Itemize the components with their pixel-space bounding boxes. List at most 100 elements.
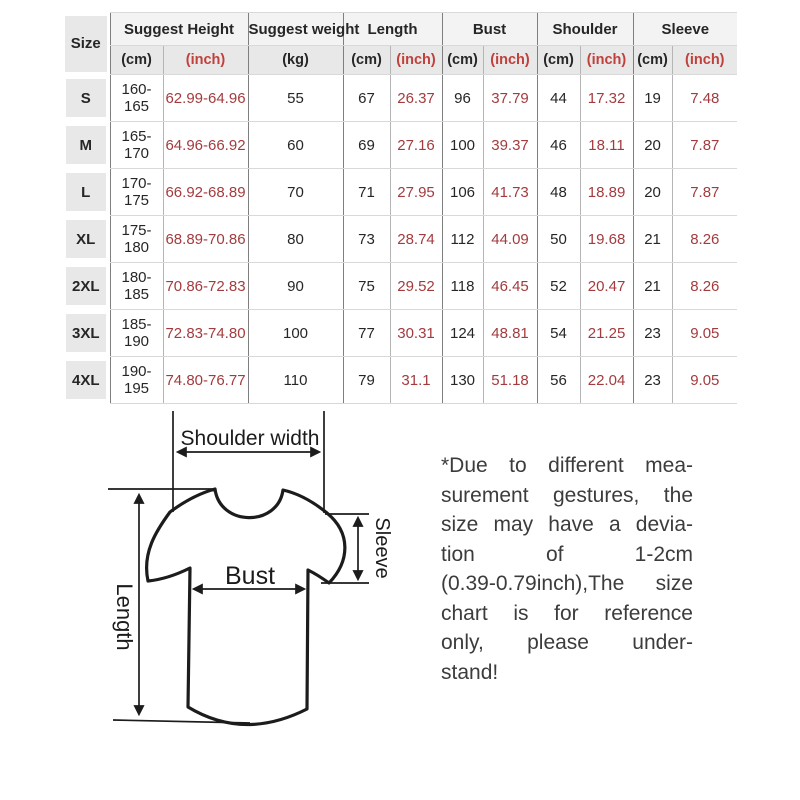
col-header-shoulder: Shoulder bbox=[536, 12, 634, 46]
cell-shoulder-inch: 17.32 bbox=[579, 74, 634, 122]
cell-sleeve-inch: 7.48 bbox=[671, 74, 738, 122]
cell-length-cm: 73 bbox=[342, 215, 391, 263]
cell-weight-kg: 55 bbox=[247, 74, 344, 122]
cell-shoulder-cm: 50 bbox=[536, 215, 581, 263]
bust-label: Bust bbox=[225, 562, 275, 590]
size-chip: 3XL bbox=[66, 314, 106, 352]
measurement-note-line: tion of 1-2cm bbox=[441, 542, 693, 566]
cell-sleeve-cm: 21 bbox=[632, 262, 673, 310]
tshirt-measurement-diagram: Shoulder width Length Bust Sleeve bbox=[108, 411, 393, 727]
cell-height-cm: 180-185 bbox=[109, 262, 163, 310]
cell-size: 2XL bbox=[62, 262, 110, 310]
unit-header-length-inch: (inch) bbox=[389, 45, 443, 75]
cell-sleeve-inch: 8.26 bbox=[671, 262, 738, 310]
cell-bust-cm: 124 bbox=[441, 309, 484, 357]
cell-height-inch: 72.83-74.80 bbox=[162, 309, 249, 357]
cell-shoulder-inch: 19.68 bbox=[579, 215, 634, 263]
size-chip: 2XL bbox=[66, 267, 106, 305]
cell-bust-cm: 106 bbox=[441, 168, 484, 216]
col-header-suggest-weight: Suggest weight bbox=[247, 12, 359, 46]
cell-length-inch: 27.16 bbox=[389, 121, 443, 169]
measurement-note-line: stand! bbox=[441, 660, 499, 684]
cell-height-inch: 62.99-64.96 bbox=[162, 74, 249, 122]
cell-shoulder-inch: 22.04 bbox=[579, 356, 634, 404]
cell-height-inch: 68.89-70.86 bbox=[162, 215, 249, 263]
length-label: Length bbox=[112, 583, 137, 650]
cell-length-inch: 28.74 bbox=[389, 215, 443, 263]
cell-sleeve-cm: 20 bbox=[632, 168, 673, 216]
cell-weight-kg: 60 bbox=[247, 121, 344, 169]
unit-header-suggest-weight-kg: (kg) bbox=[247, 45, 344, 75]
cell-height-cm: 165-170 bbox=[109, 121, 163, 169]
length-bottom-guide-line bbox=[112, 719, 251, 724]
cell-size: 3XL bbox=[62, 309, 110, 357]
cell-height-inch: 66.92-68.89 bbox=[162, 168, 249, 216]
cell-weight-kg: 80 bbox=[247, 215, 344, 263]
cell-size: S bbox=[62, 74, 110, 122]
cell-bust-inch: 48.81 bbox=[482, 309, 538, 357]
cell-height-cm: 190-195 bbox=[109, 356, 163, 404]
cell-size: 4XL bbox=[62, 356, 110, 404]
cell-height-cm: 170-175 bbox=[109, 168, 163, 216]
measurement-note-line: surement gestures, the bbox=[441, 483, 693, 507]
cell-height-inch: 70.86-72.83 bbox=[162, 262, 249, 310]
cell-shoulder-cm: 56 bbox=[536, 356, 581, 404]
cell-shoulder-cm: 52 bbox=[536, 262, 581, 310]
cell-sleeve-cm: 20 bbox=[632, 121, 673, 169]
measurement-note-line: (0.39-0.79inch),The size bbox=[441, 572, 693, 595]
unit-header-shoulder-inch: (inch) bbox=[579, 45, 634, 75]
unit-header-sleeve-inch: (inch) bbox=[671, 45, 738, 75]
cell-size: XL bbox=[62, 215, 110, 263]
cell-bust-cm: 96 bbox=[441, 74, 484, 122]
cell-shoulder-cm: 54 bbox=[536, 309, 581, 357]
tshirt-outline bbox=[145, 487, 347, 727]
measurement-note-line: chart is for reference bbox=[441, 601, 693, 625]
cell-length-cm: 77 bbox=[342, 309, 391, 357]
cell-sleeve-inch: 7.87 bbox=[671, 121, 738, 169]
measurement-note-line: only, please under- bbox=[441, 631, 693, 654]
col-header-sleeve: Sleeve bbox=[632, 12, 738, 46]
unit-header-shoulder-cm: (cm) bbox=[536, 45, 581, 75]
header-unit-row: (cm) (inch) (kg) (cm) (inch) (cm) (inch) (cm) (i… bbox=[62, 45, 738, 75]
cell-shoulder-inch: 18.89 bbox=[579, 168, 634, 216]
unit-header-bust-inch: (inch) bbox=[482, 45, 538, 75]
cell-weight-kg: 90 bbox=[247, 262, 344, 310]
cell-length-inch: 26.37 bbox=[389, 74, 443, 122]
size-chip: M bbox=[66, 126, 106, 164]
cell-size: M bbox=[62, 121, 110, 169]
table-row: XL 175-180 68.89-70.86 80 73 28.74 112 44.09 50 1… bbox=[62, 215, 738, 263]
col-header-size: Size bbox=[62, 12, 110, 75]
cell-bust-inch: 44.09 bbox=[482, 215, 538, 263]
cell-shoulder-inch: 21.25 bbox=[579, 309, 634, 357]
cell-sleeve-inch: 7.87 bbox=[671, 168, 738, 216]
cell-weight-kg: 110 bbox=[247, 356, 344, 404]
cell-height-inch: 64.96-66.92 bbox=[162, 121, 249, 169]
cell-height-inch: 74.80-76.77 bbox=[162, 356, 249, 404]
col-header-bust: Bust bbox=[441, 12, 538, 46]
cell-size: L bbox=[62, 168, 110, 216]
table-row: 2XL 180-185 70.86-72.83 90 75 29.52 118 46.45 52… bbox=[62, 262, 738, 310]
measurement-note-line: size may have a devia- bbox=[441, 513, 693, 536]
cell-bust-cm: 118 bbox=[441, 262, 484, 310]
cell-sleeve-cm: 21 bbox=[632, 215, 673, 263]
measurement-note: *Due to different mea-surement gestures,… bbox=[441, 451, 693, 687]
col-header-suggest-height: Suggest Height bbox=[109, 12, 249, 46]
size-chip: XL bbox=[66, 220, 106, 258]
cell-height-cm: 175-180 bbox=[109, 215, 163, 263]
cell-bust-inch: 39.37 bbox=[482, 121, 538, 169]
cell-bust-inch: 51.18 bbox=[482, 356, 538, 404]
cell-length-inch: 29.52 bbox=[389, 262, 443, 310]
size-chip: L bbox=[66, 173, 106, 211]
sleeve-label: Sleeve bbox=[371, 517, 393, 578]
cell-length-cm: 67 bbox=[342, 74, 391, 122]
cell-shoulder-cm: 48 bbox=[536, 168, 581, 216]
header-group-row: Size Suggest Height Suggest weight Length Bu… bbox=[62, 12, 738, 75]
cell-shoulder-inch: 18.11 bbox=[579, 121, 634, 169]
cell-sleeve-cm: 23 bbox=[632, 309, 673, 357]
table-row: L 170-175 66.92-68.89 70 71 27.95 106 41.73 48 18… bbox=[62, 168, 738, 216]
cell-sleeve-inch: 9.05 bbox=[671, 356, 738, 404]
cell-sleeve-cm: 23 bbox=[632, 356, 673, 404]
cell-bust-inch: 41.73 bbox=[482, 168, 538, 216]
size-table: Size Suggest Height Suggest weight Length Bu… bbox=[62, 12, 738, 404]
